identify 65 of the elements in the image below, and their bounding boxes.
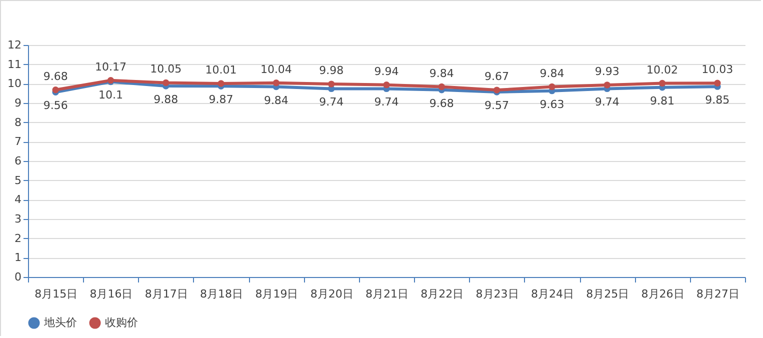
point xyxy=(438,83,446,90)
x-tick-label: 8月25日 xyxy=(586,288,630,300)
y-tick-label: 12 xyxy=(8,38,22,52)
data-label: 9.74 xyxy=(374,96,399,109)
y-tick-label: 1 xyxy=(14,251,22,264)
data-label: 9.87 xyxy=(208,93,234,106)
y-tick-label: 7 xyxy=(14,135,22,148)
data-label: 9.56 xyxy=(43,99,68,112)
point xyxy=(52,86,59,94)
data-label: 9.93 xyxy=(594,65,620,78)
data-label: 10.03 xyxy=(702,63,734,76)
y-tick-label: 10 xyxy=(8,77,22,90)
data-label: 10.01 xyxy=(205,63,237,76)
point xyxy=(218,80,224,87)
y-tick-label: 9 xyxy=(14,96,22,110)
data-label: 9.84 xyxy=(264,94,288,107)
y-tick-label: 4 xyxy=(14,193,22,206)
y-tick-label: 11 xyxy=(8,58,22,71)
point xyxy=(162,79,170,86)
data-label: 9.74 xyxy=(594,96,620,109)
y-tick-label: 0 xyxy=(14,270,22,284)
point xyxy=(714,80,721,86)
y-tick-label: 6 xyxy=(14,154,22,168)
point xyxy=(272,80,280,86)
x-tick-label: 8月26日 xyxy=(641,288,684,300)
point xyxy=(548,83,556,90)
data-label: 9.81 xyxy=(650,94,675,108)
data-label: 10.05 xyxy=(150,62,182,76)
x-tick-label: 8月21日 xyxy=(366,288,408,300)
data-label: 9.98 xyxy=(319,64,344,78)
y-tick-label: 2 xyxy=(14,232,22,245)
x-tick-label: 8月23日 xyxy=(476,288,519,300)
x-tick-label: 8月27日 xyxy=(696,288,740,300)
x-tick-label: 8月18日 xyxy=(200,288,244,300)
legend-label: 收购价 xyxy=(105,316,138,329)
x-tick-label: 8月20日 xyxy=(310,288,354,300)
data-label: 9.74 xyxy=(319,96,344,109)
x-tick-label: 8月24日 xyxy=(530,288,574,300)
y-tick-label: 3 xyxy=(14,212,22,226)
data-label: 9.84 xyxy=(429,66,454,80)
y-tick-label: 8 xyxy=(14,116,22,129)
x-tick-label: 8月15日 xyxy=(34,288,78,300)
data-label: 10.17 xyxy=(94,60,126,74)
x-tick-label: 8月19日 xyxy=(255,288,298,300)
data-label: 9.63 xyxy=(540,98,564,111)
data-label: 9.84 xyxy=(540,66,564,80)
x-tick-label: 8月16日 xyxy=(90,288,133,300)
data-label: 9.57 xyxy=(484,98,510,112)
data-label: 9.67 xyxy=(484,70,510,84)
data-label: 10.04 xyxy=(260,62,292,76)
data-label: 10.02 xyxy=(646,63,678,76)
y-tick-label: 5 xyxy=(14,174,22,187)
data-label: 9.88 xyxy=(154,92,178,106)
x-tick-label: 8月22日 xyxy=(420,288,464,300)
data-label: 9.68 xyxy=(43,70,68,83)
legend-label: 地头价 xyxy=(43,316,77,329)
data-label: 9.94 xyxy=(374,64,399,78)
point xyxy=(604,82,610,88)
point xyxy=(383,81,390,88)
data-label: 10.1 xyxy=(98,88,123,102)
data-label: 9.68 xyxy=(429,96,454,110)
point xyxy=(658,80,666,87)
data-label: 9.85 xyxy=(705,94,730,107)
point xyxy=(328,80,335,88)
x-tick-label: 8月17日 xyxy=(144,288,188,300)
